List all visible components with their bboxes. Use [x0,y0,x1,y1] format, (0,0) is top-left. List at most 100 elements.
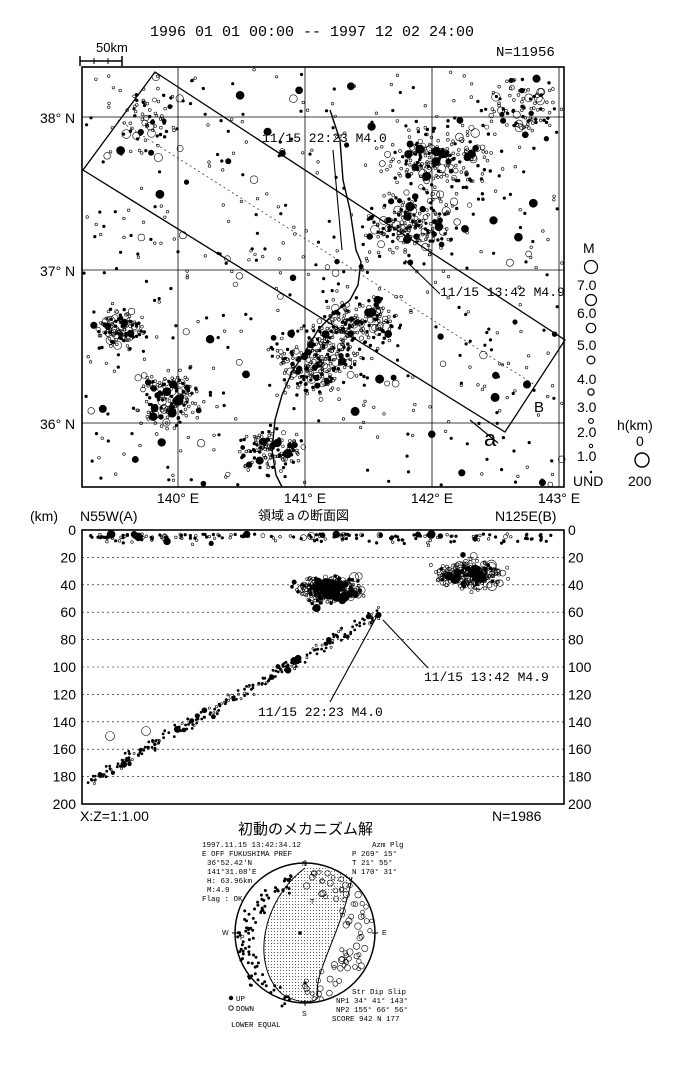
epicenter-marker [144,379,152,386]
epicenter-marker [339,577,347,584]
epicenter-marker [490,579,495,584]
epicenter-marker [203,112,207,116]
epicenter-marker [193,536,197,540]
epicenter-marker [406,374,410,378]
epicenter-marker [535,96,545,106]
epicenter-marker [174,535,178,540]
epicenter-marker [488,112,495,119]
epicenter-marker [87,407,95,415]
epicenter-marker [323,315,327,319]
epicenter-marker [235,272,244,280]
epicenter-marker [219,118,223,123]
epicenter-marker [446,237,450,242]
epicenter-marker [552,194,556,198]
epicenter-marker [418,153,422,158]
epicenter-marker [400,203,405,207]
epicenter-marker [312,603,321,612]
epicenter-marker [181,411,185,416]
epicenter-marker [372,405,376,409]
epicenter-marker [288,439,292,443]
section-right-label: N125E(B) [495,508,556,524]
epicenter-marker [350,406,360,416]
epicenter-marker [82,271,86,275]
epicenter-marker [452,539,456,543]
svg-text:LOWER EQUAL: LOWER EQUAL [231,1022,281,1030]
epicenter-marker [124,313,128,317]
epicenter-marker [121,338,126,343]
epicenter-marker [337,965,344,972]
epicenter-marker [465,133,470,138]
epicenter-marker [482,155,487,159]
epicenter-marker [517,285,521,289]
epicenter-marker [506,577,511,581]
epicenter-marker [446,138,450,142]
epicenter-marker [367,214,371,218]
epicenter-marker [385,167,389,172]
epicenter-marker [352,964,358,970]
epicenter-marker [450,204,455,208]
epicenter-marker [295,368,301,375]
epicenter-marker [163,215,167,219]
epicenter-marker [217,433,221,437]
epicenter-marker [125,756,129,760]
depth-tick-label: 80 [568,632,584,648]
epicenter-marker [476,538,481,542]
epicenter-marker [212,433,216,437]
epicenter-marker [169,409,173,413]
lon-label-140: 140° E [157,490,199,506]
epicenter-marker [346,342,350,346]
epicenter-marker [106,324,111,328]
epicenter-marker [529,537,533,541]
polarity-legend: UP DOWN LOWER EQUAL [228,995,281,1030]
epicenter-marker [439,246,443,250]
epicenter-marker [137,148,142,153]
epicenter-marker [222,403,226,408]
epicenter-marker [361,327,365,331]
epicenter-marker [370,206,374,211]
epicenter-marker [368,343,373,348]
epicenter-marker [189,478,193,482]
epicenter-marker [181,390,186,395]
depth-tick-label: 100 [568,659,592,675]
epicenter-marker [403,221,407,225]
epicenter-marker [260,906,264,910]
svg-text:5.0: 5.0 [577,337,597,353]
epicenter-marker [477,576,482,580]
epicenter-marker [174,324,178,328]
epicenter-marker [85,215,89,219]
epicenter-marker [382,194,386,198]
epicenter-marker [163,537,171,546]
epicenter-marker [277,293,284,300]
epicenter-marker [308,651,312,655]
epicenter-marker [555,207,559,211]
epicenter-marker [320,354,324,359]
epicenter-marker [190,391,194,395]
epicenter-marker [479,177,484,181]
depth-tick-label: 120 [568,686,592,702]
epicenter-marker [104,775,108,779]
epicenter-marker [342,313,346,318]
epicenter-marker [403,210,408,214]
epicenter-marker [231,82,235,86]
epicenter-marker [169,380,178,389]
epicenter-marker [384,380,390,387]
epicenter-marker [465,177,470,182]
epicenter-marker [483,586,487,591]
epicenter-marker [511,109,515,114]
focal-sphere: N E S W T P [222,860,387,1018]
epicenter-marker [261,255,265,259]
epicenter-marker [315,589,320,594]
epicenter-marker [520,108,524,113]
epicenter-marker [293,232,297,236]
epicenter-marker [431,231,437,237]
epicenter-marker [465,172,469,176]
epicenter-marker [481,532,486,536]
epicenter-marker [353,628,357,632]
epicenter-marker [318,329,322,334]
epicenter-marker [454,226,459,230]
svg-text:200: 200 [628,473,652,489]
epicenter-marker [172,735,176,739]
epicenter-marker [367,928,373,934]
epicenter-marker [454,534,458,538]
epicenter-marker [319,595,324,599]
